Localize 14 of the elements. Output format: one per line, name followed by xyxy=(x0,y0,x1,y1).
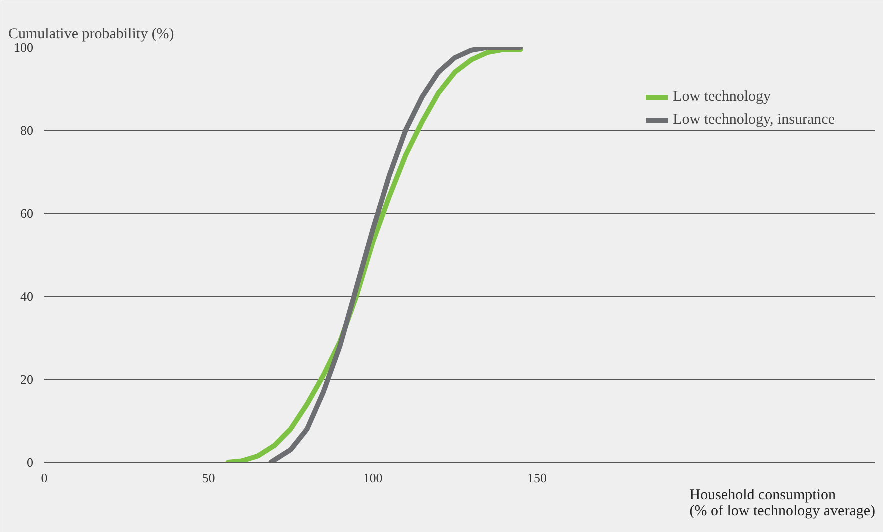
legend-label: Low technology, insurance xyxy=(673,112,835,128)
y-tick-label: 100 xyxy=(14,40,34,55)
x-tick-label: 0 xyxy=(41,470,48,486)
legend-label: Low technology xyxy=(673,88,771,106)
y-tick-label: 60 xyxy=(20,206,34,221)
y-tick-label: 40 xyxy=(20,289,34,304)
y-tick-label: 0 xyxy=(27,455,34,470)
x-tick-label: 150 xyxy=(527,470,547,486)
x-tick-label: 100 xyxy=(363,470,383,486)
y-tick-label: 80 xyxy=(20,123,34,138)
y-tick-label: 20 xyxy=(20,372,34,387)
x-tick-label: 50 xyxy=(202,470,216,486)
x-axis-title: Household consumption (% of low technology average) xyxy=(690,488,876,520)
y-axis-title: Cumulative probability (%) xyxy=(8,26,174,42)
